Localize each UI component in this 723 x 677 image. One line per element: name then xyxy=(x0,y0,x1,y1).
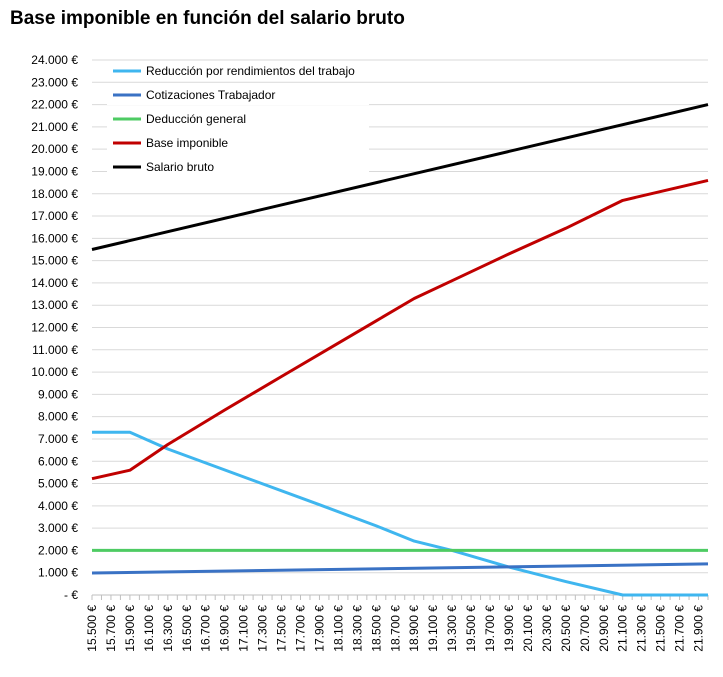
x-tick-label: 21.700 € xyxy=(673,605,687,652)
x-tick-label: 21.100 € xyxy=(616,605,630,652)
y-tick-label: 7.000 € xyxy=(38,432,78,446)
y-tick-label: 8.000 € xyxy=(38,410,78,424)
y-tick-label: 6.000 € xyxy=(38,454,78,468)
y-tick-label: - € xyxy=(64,588,78,602)
x-tick-label: 18.900 € xyxy=(407,605,421,652)
x-tick-label: 16.500 € xyxy=(180,605,194,652)
series-line-2 xyxy=(91,562,709,575)
series-line-4 xyxy=(91,178,709,481)
x-tick-label: 16.700 € xyxy=(199,605,213,652)
legend-label: Cotizaciones Trabajador xyxy=(146,88,275,102)
legend-label: Base imponible xyxy=(146,136,228,150)
x-tick-label: 17.500 € xyxy=(275,605,289,652)
x-tick-label: 18.300 € xyxy=(350,605,364,652)
legend-label: Salario bruto xyxy=(146,160,214,174)
legend-bg xyxy=(107,157,369,177)
x-tick-label: 21.500 € xyxy=(654,605,668,652)
y-tick-label: 4.000 € xyxy=(38,499,78,513)
y-tick-label: 1.000 € xyxy=(38,566,78,580)
x-tick-label: 16.900 € xyxy=(218,605,232,652)
x-tick-label: 15.700 € xyxy=(104,605,118,652)
x-tick-label: 19.500 € xyxy=(464,605,478,652)
y-tick-label: 21.000 € xyxy=(31,120,78,134)
y-tick-label: 11.000 € xyxy=(32,343,78,357)
y-tick-label: 17.000 € xyxy=(31,209,78,223)
y-tick-label: 14.000 € xyxy=(31,276,78,290)
x-tick-label: 18.500 € xyxy=(369,605,383,652)
x-tick-label: 15.900 € xyxy=(123,605,137,652)
x-tick-label: 17.900 € xyxy=(312,605,326,652)
x-tick-label: 19.100 € xyxy=(426,605,440,652)
y-tick-label: 13.000 € xyxy=(31,298,78,312)
y-tick-label: 5.000 € xyxy=(38,477,78,491)
y-tick-label: 22.000 € xyxy=(31,98,78,112)
legend-label: Deducción general xyxy=(146,112,246,126)
x-tick-label: 20.700 € xyxy=(578,605,592,652)
y-tick-label: 3.000 € xyxy=(38,521,78,535)
y-tick-label: 10.000 € xyxy=(31,365,78,379)
x-tick-label: 19.300 € xyxy=(445,605,459,652)
x-tick-label: 15.500 € xyxy=(85,605,99,652)
x-tick-label: 18.100 € xyxy=(331,605,345,652)
y-tick-label: 16.000 € xyxy=(31,231,78,245)
x-tick-label: 21.900 € xyxy=(692,605,706,652)
legend-label: Reducción por rendimientos del trabajo xyxy=(146,64,355,78)
y-tick-label: 2.000 € xyxy=(38,543,78,557)
x-tick-label: 17.100 € xyxy=(237,605,251,652)
x-tick-label: 21.300 € xyxy=(635,605,649,652)
y-tick-label: 15.000 € xyxy=(31,254,78,268)
x-tick-label: 19.900 € xyxy=(502,605,516,652)
x-tick-label: 16.300 € xyxy=(161,605,175,652)
x-tick-label: 17.700 € xyxy=(293,605,307,652)
legend-bg xyxy=(107,109,369,129)
series-line-5 xyxy=(91,103,709,251)
chart-title: Base imponible en función del salario br… xyxy=(10,8,405,29)
x-tick-label: 20.500 € xyxy=(559,605,573,652)
x-tick-label: 20.300 € xyxy=(540,605,554,652)
legend-bg xyxy=(107,85,369,105)
legend-bg xyxy=(107,61,369,81)
x-tick-label: 20.900 € xyxy=(597,605,611,652)
y-tick-label: 9.000 € xyxy=(38,387,78,401)
y-tick-label: 12.000 € xyxy=(31,321,78,335)
legend-bg xyxy=(107,133,369,153)
x-tick-label: 20.100 € xyxy=(521,605,535,652)
series-line-1 xyxy=(92,430,708,597)
x-tick-label: 16.100 € xyxy=(142,605,156,652)
y-tick-label: 18.000 € xyxy=(31,187,78,201)
y-tick-label: 19.000 € xyxy=(31,164,78,178)
y-tick-label: 23.000 € xyxy=(31,75,78,89)
y-tick-label: 20.000 € xyxy=(31,142,78,156)
y-tick-label: 24.000 € xyxy=(31,53,78,67)
x-tick-label: 18.700 € xyxy=(388,605,402,652)
x-tick-label: 17.300 € xyxy=(256,605,270,652)
x-tick-label: 19.700 € xyxy=(483,605,497,652)
